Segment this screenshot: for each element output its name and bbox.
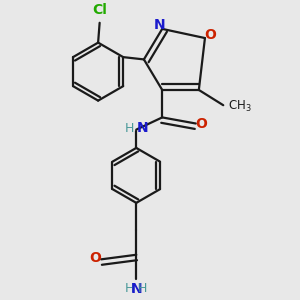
Text: H: H (138, 282, 147, 295)
Text: CH$_3$: CH$_3$ (228, 99, 251, 114)
Text: N: N (137, 122, 149, 135)
Text: N: N (153, 18, 165, 32)
Text: Cl: Cl (92, 3, 107, 17)
Text: O: O (90, 251, 102, 265)
Text: H: H (125, 282, 134, 295)
Text: N: N (130, 282, 142, 296)
Text: H: H (124, 122, 134, 135)
Text: O: O (205, 28, 216, 42)
Text: O: O (195, 116, 207, 130)
